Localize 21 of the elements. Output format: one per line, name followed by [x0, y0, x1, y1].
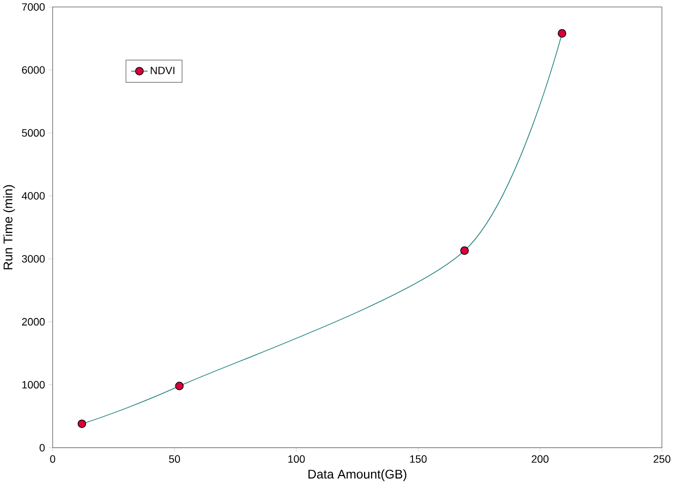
point: [558, 29, 566, 38]
point: [78, 419, 86, 428]
x-tick-label: 150: [410, 455, 427, 463]
legend-label: NDVI: [150, 66, 174, 74]
x-axis-title: Data Amount(GB): [308, 469, 406, 481]
x-tick-label: 0: [50, 455, 56, 463]
y-tick-label: 5000: [22, 129, 45, 137]
y-tick-label: 7000: [22, 3, 45, 11]
point: [175, 382, 184, 390]
y-tick-label: 3000: [22, 254, 45, 262]
y-tick-label: 0: [40, 444, 45, 452]
y-tick-label: 1000: [22, 380, 45, 388]
x-tick-label: 250: [654, 455, 670, 463]
x-tick-label: 200: [532, 455, 548, 463]
y-tick-label: 4000: [22, 192, 45, 200]
point: [460, 246, 469, 255]
y-tick-label: 2000: [22, 318, 45, 326]
y-tick-label: 6000: [22, 66, 45, 74]
x-tick-label: 100: [288, 455, 305, 463]
x-tick-label: 50: [169, 455, 180, 463]
y-axis-title: Run Time (min): [3, 185, 15, 270]
